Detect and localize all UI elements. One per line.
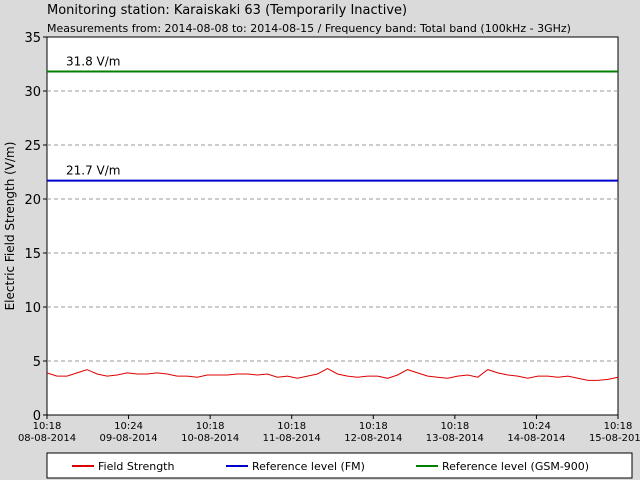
chart-title: Monitoring station: Karaiskaki 63 (Tempo… xyxy=(47,3,407,18)
x-tick-label: 10:18 xyxy=(359,421,388,432)
chart-subtitle: Measurements from: 2014-08-08 to: 2014-0… xyxy=(47,22,571,35)
x-tick-label: 15-08-2014 xyxy=(589,433,640,444)
x-tick-label: 10:18 xyxy=(440,421,469,432)
series-line xyxy=(46,368,619,381)
legend-label: Reference level (GSM-900) xyxy=(442,460,589,473)
reference-label: 21.7 V/m xyxy=(66,164,120,178)
x-tick-label: 11-08-2014 xyxy=(263,433,321,444)
x-tick-label: 10:18 xyxy=(33,421,62,432)
x-tick-label: 13-08-2014 xyxy=(426,433,484,444)
x-tick-label: 10:24 xyxy=(114,421,143,432)
x-tick-label: 10:18 xyxy=(196,421,225,432)
x-tick-label: 14-08-2014 xyxy=(507,433,565,444)
x-tick-label: 10-08-2014 xyxy=(181,433,239,444)
x-tick-label: 09-08-2014 xyxy=(100,433,158,444)
legend-label: Reference level (FM) xyxy=(252,460,365,473)
legend xyxy=(46,452,633,479)
plot-area xyxy=(46,36,619,416)
y-tick-label: 35 xyxy=(24,31,41,46)
x-tick-label: 10:24 xyxy=(522,421,551,432)
x-tick-label: 08-08-2014 xyxy=(18,433,76,444)
y-tick-label: 15 xyxy=(24,247,41,262)
y-tick-label: 5 xyxy=(33,355,41,370)
y-tick-label: 20 xyxy=(24,193,41,208)
x-tick-label: 10:18 xyxy=(277,421,306,432)
legend-label: Field Strength xyxy=(98,460,174,473)
x-tick-label: 12-08-2014 xyxy=(344,433,402,444)
x-tick-label: 10:18 xyxy=(604,421,633,432)
y-tick-label: 0 xyxy=(33,409,41,424)
y-axis-label: Electric Field Strength (V/m) xyxy=(3,142,17,311)
y-tick-label: 30 xyxy=(24,85,41,100)
y-tick-label: 10 xyxy=(24,301,41,316)
y-tick-label: 25 xyxy=(24,139,41,154)
reference-label: 31.8 V/m xyxy=(66,55,120,69)
